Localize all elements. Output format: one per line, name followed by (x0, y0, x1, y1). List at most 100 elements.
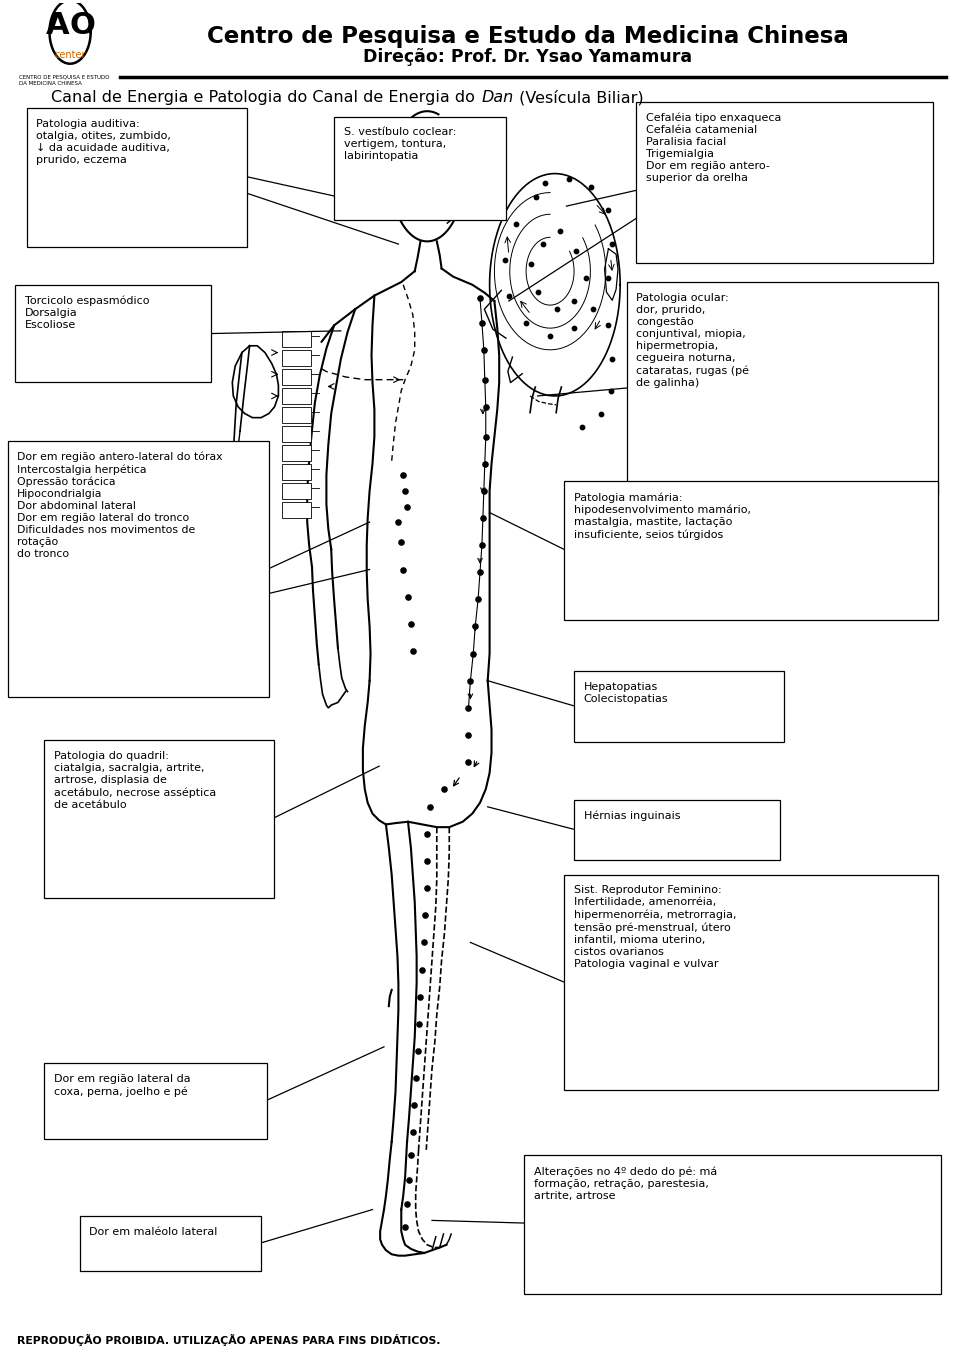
Point (405, 640, 420, 662)
Point (552, 220, 567, 241)
Text: Dor em região lateral da
coxa, perna, joelho e pé: Dor em região lateral da coxa, perna, jo… (54, 1074, 190, 1097)
Point (523, 254, 539, 275)
FancyBboxPatch shape (334, 117, 506, 220)
Text: Hérnias inguinais: Hérnias inguinais (584, 811, 681, 822)
Point (478, 426, 493, 447)
Point (593, 403, 609, 424)
Text: REPRODUÇÃO PROIBIDA. UTILIZAÇÃO APENAS PARA FINS DIDÁTICOS.: REPRODUÇÃO PROIBIDA. UTILIZAÇÃO APENAS P… (17, 1334, 441, 1345)
Text: Cefaléia tipo enxaqueca
Cefaléia catamenial
Paralisia facial
Trigemialgia
Dor em: Cefaléia tipo enxaqueca Cefaléia catamen… (646, 113, 781, 183)
Text: Sist. Reprodutor Feminino:
Infertilidade, amenorréia,
hipermenorréia, metrorragi: Sist. Reprodutor Feminino: Infertilidade… (574, 885, 736, 968)
Text: center: center (55, 50, 85, 60)
Point (509, 213, 524, 235)
Point (403, 613, 419, 635)
Point (476, 480, 492, 502)
FancyBboxPatch shape (574, 800, 780, 860)
Point (562, 168, 577, 190)
Text: O: O (70, 11, 96, 39)
FancyBboxPatch shape (282, 445, 311, 461)
Point (463, 670, 478, 692)
Point (566, 290, 582, 312)
Point (568, 240, 584, 262)
Point (518, 312, 534, 334)
Point (420, 877, 435, 899)
Text: Dan: Dan (482, 89, 515, 106)
Point (586, 298, 601, 320)
Text: Hepatopatias
Colecistopatias: Hepatopatias Colecistopatias (584, 682, 668, 704)
Point (399, 1193, 415, 1215)
Point (542, 325, 558, 347)
Point (584, 176, 599, 198)
Text: Centro de Pesquisa e Estudo da Medicina Chinesa: Centro de Pesquisa e Estudo da Medicina … (207, 26, 849, 47)
Point (600, 267, 615, 289)
Point (401, 1169, 417, 1191)
Point (478, 396, 493, 418)
Text: Alterações no 4º dedo do pé: má
formação, retração, parestesia,
artrite, artrose: Alterações no 4º dedo do pé: má formação… (534, 1166, 717, 1200)
Point (413, 986, 428, 1008)
Point (391, 511, 406, 533)
Point (574, 416, 589, 438)
Point (436, 778, 451, 800)
Point (411, 1013, 426, 1035)
Point (399, 496, 415, 518)
Text: A: A (45, 11, 69, 39)
FancyBboxPatch shape (8, 441, 269, 697)
FancyBboxPatch shape (80, 1216, 261, 1271)
Point (472, 561, 488, 583)
Text: Dor em maléolo lateral: Dor em maléolo lateral (89, 1227, 218, 1237)
FancyBboxPatch shape (564, 481, 938, 620)
Text: Patologia mamária:
hipodesenvolvimento mamário,
mastalgia, mastite, lactação
ins: Patologia mamária: hipodesenvolvimento m… (574, 492, 751, 540)
Point (396, 559, 411, 580)
Point (410, 1040, 425, 1062)
Point (417, 932, 432, 953)
FancyBboxPatch shape (282, 464, 311, 480)
Point (397, 480, 413, 502)
Point (605, 348, 620, 370)
Point (566, 317, 582, 339)
Point (405, 1121, 420, 1143)
Point (474, 312, 490, 334)
FancyBboxPatch shape (27, 108, 247, 247)
Point (466, 643, 481, 664)
Text: Direção: Prof. Dr. Ysao Yamamura: Direção: Prof. Dr. Ysao Yamamura (364, 47, 692, 66)
Text: CENTRO DE PESQUISA E ESTUDO: CENTRO DE PESQUISA E ESTUDO (19, 75, 109, 80)
FancyBboxPatch shape (282, 407, 311, 423)
Point (605, 233, 620, 255)
Point (470, 589, 486, 610)
FancyBboxPatch shape (282, 483, 311, 499)
FancyBboxPatch shape (282, 502, 311, 518)
Point (394, 532, 409, 553)
Point (420, 850, 435, 872)
Point (461, 697, 476, 719)
Point (408, 1067, 423, 1089)
Point (474, 534, 490, 556)
Point (578, 267, 593, 289)
Point (501, 285, 516, 306)
Point (396, 464, 411, 485)
FancyBboxPatch shape (524, 1155, 941, 1294)
FancyBboxPatch shape (282, 388, 311, 404)
Point (420, 823, 435, 845)
Point (477, 453, 492, 475)
FancyBboxPatch shape (574, 671, 784, 742)
Text: (Vesícula Biliar): (Vesícula Biliar) (514, 89, 643, 106)
Point (468, 616, 483, 637)
Point (415, 959, 430, 980)
Point (603, 380, 618, 401)
Text: Patologia ocular:
dor, prurido,
congestão
conjuntival, miopia,
hipermetropia,
ce: Patologia ocular: dor, prurido, congestã… (636, 293, 750, 388)
FancyBboxPatch shape (15, 285, 211, 382)
FancyBboxPatch shape (282, 350, 311, 366)
Point (477, 369, 492, 391)
Point (475, 507, 491, 529)
Point (418, 904, 433, 926)
Text: Dor em região antero-lateral do tórax
Intercostalgia herpética
Opressão torácica: Dor em região antero-lateral do tórax In… (17, 452, 223, 559)
FancyBboxPatch shape (282, 331, 311, 347)
Point (497, 250, 513, 271)
Point (536, 233, 551, 255)
FancyBboxPatch shape (44, 1063, 267, 1139)
FancyBboxPatch shape (636, 102, 933, 263)
Point (403, 1144, 419, 1166)
Point (461, 751, 476, 773)
Point (600, 315, 615, 336)
Point (461, 724, 476, 746)
Point (400, 586, 416, 607)
